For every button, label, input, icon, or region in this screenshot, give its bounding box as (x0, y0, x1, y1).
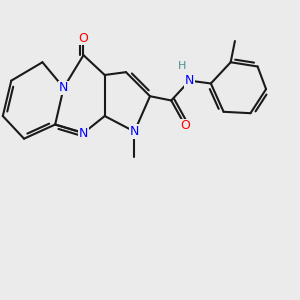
Text: O: O (79, 32, 88, 45)
Text: N: N (185, 74, 194, 87)
Text: N: N (79, 127, 88, 140)
Text: O: O (180, 119, 190, 132)
Text: N: N (130, 125, 139, 138)
Text: N: N (59, 81, 68, 94)
Text: H: H (178, 61, 187, 71)
